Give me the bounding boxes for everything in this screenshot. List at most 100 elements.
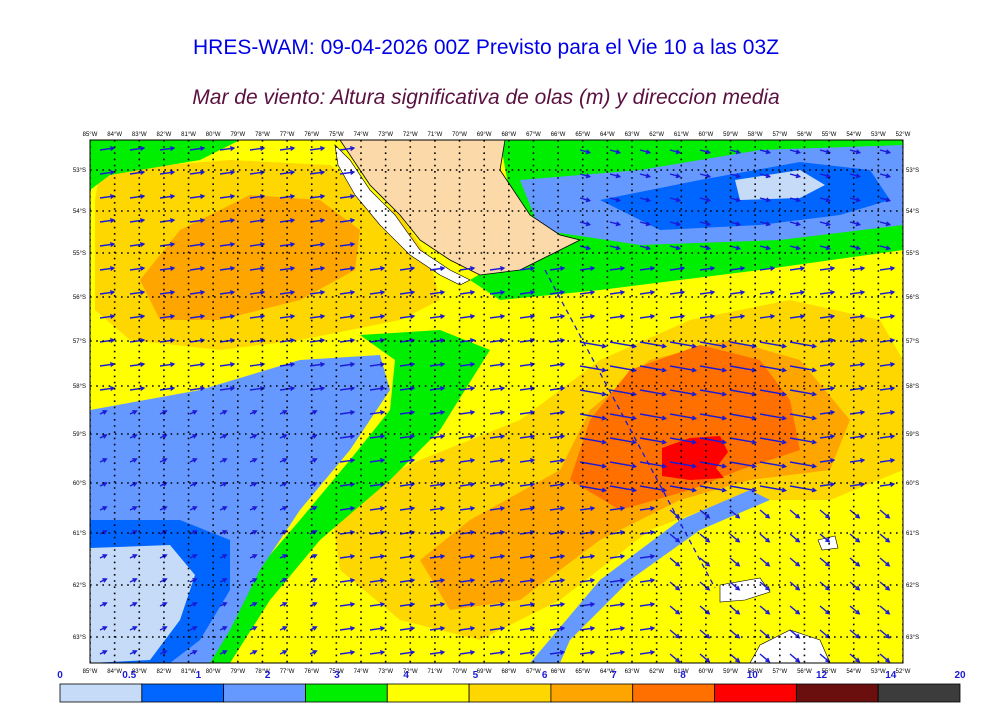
direction-arrow (159, 217, 176, 224)
direction-arrow (399, 601, 416, 608)
direction-arrow (489, 529, 506, 536)
lon-label: 84°W (107, 132, 122, 138)
direction-arrow (879, 289, 896, 296)
direction-arrow (549, 361, 566, 368)
direction-arrow (309, 337, 326, 344)
direction-arrow (729, 221, 742, 227)
direction-arrow (549, 457, 566, 464)
direction-arrow (579, 149, 592, 155)
direction-arrow (339, 601, 356, 608)
direction-arrow (279, 241, 296, 248)
direction-arrow (429, 505, 446, 512)
lon-label: 71°W (428, 669, 443, 675)
direction-arrow (189, 145, 206, 152)
direction-arrow (789, 653, 801, 663)
lon-label: 55°W (822, 669, 837, 675)
direction-arrow (189, 458, 198, 463)
direction-arrow (159, 385, 176, 392)
lat-label: 63°S (906, 635, 919, 641)
direction-arrow (879, 629, 891, 639)
direction-arrow (849, 313, 866, 320)
direction-arrow (669, 557, 681, 567)
direction-arrow (369, 409, 386, 416)
direction-arrow (759, 149, 772, 155)
direction-arrow (189, 650, 198, 655)
direction-arrow (549, 649, 566, 656)
legend-tick-label: 12 (816, 670, 828, 681)
direction-arrow (399, 625, 416, 632)
direction-arrow (639, 577, 656, 584)
direction-arrow (549, 505, 566, 512)
direction-arrow (249, 385, 266, 392)
direction-arrow (519, 505, 536, 512)
direction-arrow (819, 313, 836, 320)
direction-arrow (639, 313, 656, 320)
lon-label: 83°W (132, 669, 147, 675)
direction-arrow (129, 193, 146, 200)
direction-arrow (549, 409, 566, 416)
direction-arrow (99, 626, 108, 631)
direction-arrow (129, 265, 146, 272)
lon-label: 52°W (896, 669, 911, 675)
direction-arrow (669, 149, 682, 155)
direction-arrow (129, 385, 146, 392)
lon-label: 82°W (157, 132, 172, 138)
direction-arrow (609, 245, 622, 251)
lon-label: 85°W (83, 132, 98, 138)
direction-arrow (699, 509, 711, 519)
contour-2-3m-west (90, 140, 240, 190)
direction-arrow (789, 341, 818, 349)
direction-arrow (399, 553, 416, 560)
direction-arrow (249, 289, 266, 296)
direction-arrow (399, 649, 416, 656)
direction-arrow (249, 145, 266, 152)
direction-arrow (669, 485, 698, 493)
direction-arrow (639, 149, 652, 155)
direction-arrow (669, 221, 682, 227)
direction-arrow (399, 265, 416, 272)
direction-arrow (489, 313, 506, 320)
direction-arrow (219, 434, 228, 439)
legend-bin (386, 683, 470, 703)
direction-arrow (159, 361, 176, 368)
direction-arrow (219, 361, 236, 368)
direction-arrow (849, 509, 861, 519)
direction-arrow (879, 385, 896, 392)
direction-arrow (699, 605, 711, 615)
direction-arrow (369, 625, 386, 632)
direction-arrow (639, 649, 656, 656)
direction-arrow (339, 169, 356, 176)
direction-arrow (849, 149, 862, 155)
latitude-labels-right: 53°S 54°S 55°S 56°S 57°S 58°S 59°S 60°S 61°S 62°S… (906, 168, 919, 641)
map-frame (89, 139, 904, 664)
direction-arrow (189, 578, 198, 583)
direction-arrow (759, 313, 776, 320)
direction-arrow (249, 626, 258, 631)
direction-arrow (219, 554, 228, 559)
direction-arrow (489, 433, 506, 440)
direction-arrow (219, 217, 236, 224)
direction-arrow (219, 241, 236, 248)
direction-arrow (549, 577, 566, 584)
direction-arrow (279, 650, 288, 655)
direction-arrow (519, 313, 536, 320)
direction-arrow (99, 241, 116, 248)
direction-arrow (819, 481, 836, 488)
lon-label: 85°W (83, 669, 98, 675)
direction-arrow (879, 581, 891, 591)
direction-arrow (879, 313, 896, 320)
direction-arrow (159, 626, 168, 631)
contour-1-2m-channel (530, 490, 770, 663)
legend-tick-label: 4 (403, 670, 409, 681)
direction-arrow (459, 265, 476, 272)
direction-arrow (99, 217, 116, 224)
legend-bin (550, 683, 634, 703)
direction-arrow (879, 149, 892, 155)
direction-arrow (789, 289, 806, 296)
direction-arrow (519, 433, 536, 440)
lon-label: 54°W (846, 669, 861, 675)
lon-label: 72°W (403, 132, 418, 138)
direction-arrow (459, 433, 476, 440)
direction-arrow (819, 605, 831, 615)
